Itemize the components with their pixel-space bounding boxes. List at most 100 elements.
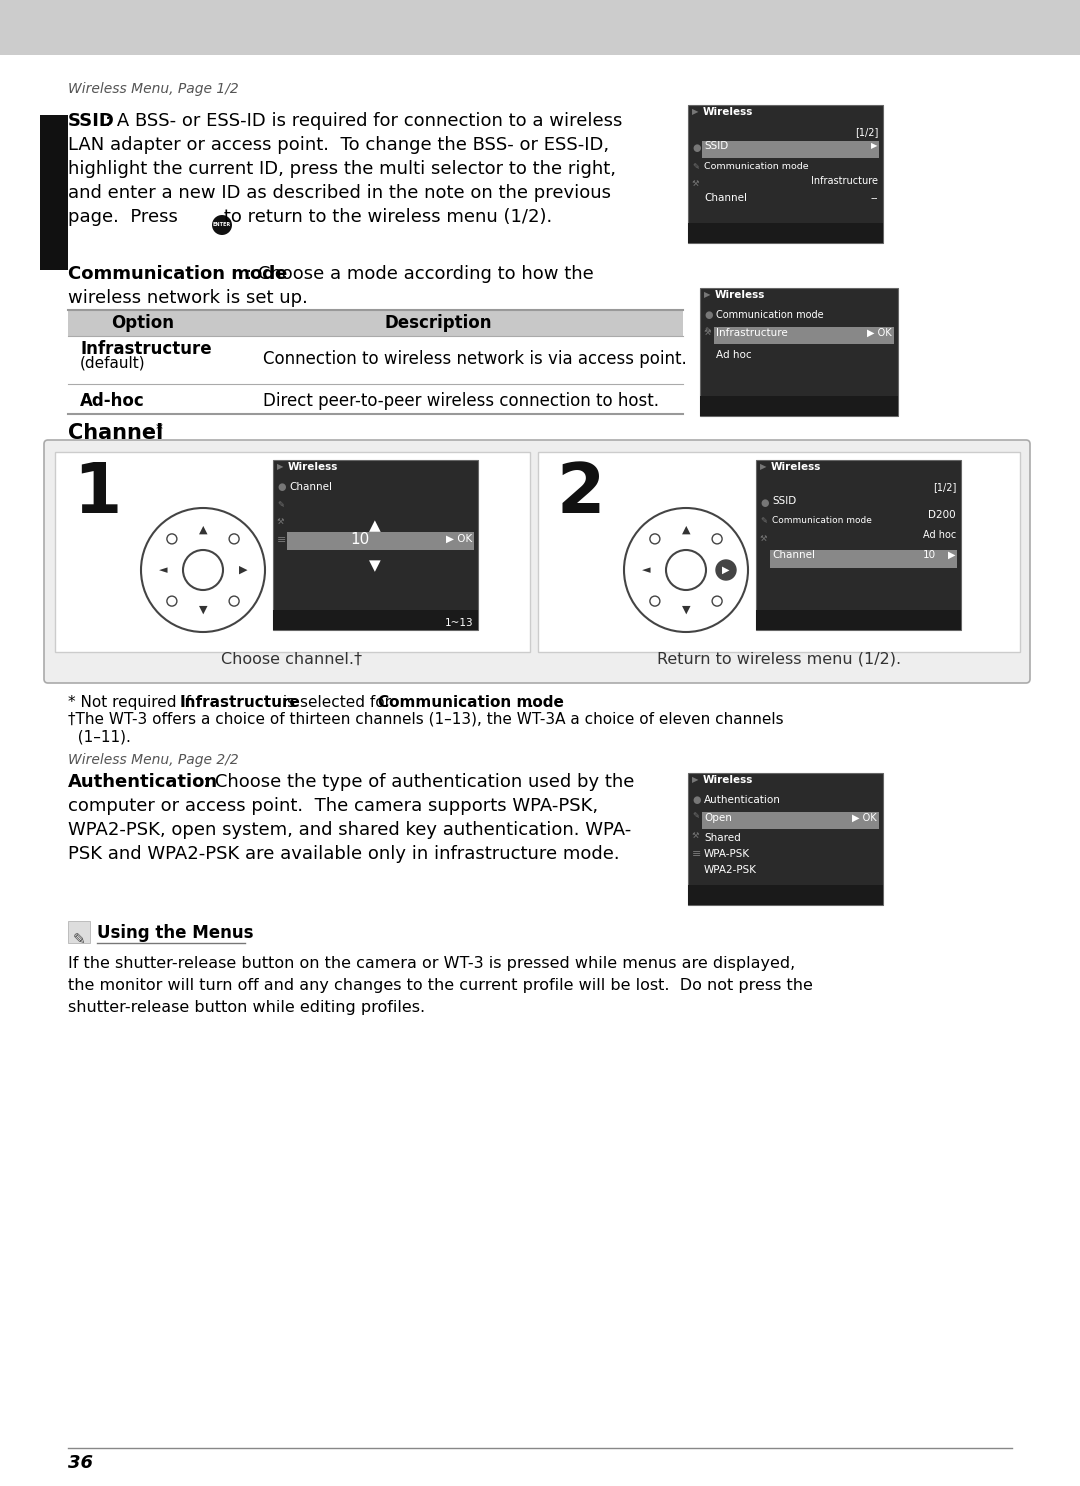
Text: ▶: ▶ (692, 776, 699, 785)
Text: Infrastructure: Infrastructure (716, 328, 787, 337)
Text: Ad-hoc: Ad-hoc (80, 392, 145, 410)
Text: ▲: ▲ (681, 525, 690, 535)
Text: ▲: ▲ (199, 525, 207, 535)
Bar (273, 461, 478, 630)
Text: SSID: SSID (68, 111, 114, 129)
Text: D200: D200 (929, 510, 956, 520)
Bar (714, 327, 894, 343)
Text: * Not required if: * Not required if (68, 695, 195, 710)
Circle shape (624, 508, 748, 632)
Text: ▶ OK: ▶ OK (867, 328, 892, 337)
Text: ●: ● (692, 795, 701, 805)
Text: LAN adapter or access point.  To change the BSS- or ESS-ID,: LAN adapter or access point. To change t… (68, 137, 609, 155)
Text: 10: 10 (923, 550, 936, 560)
Text: ▶: ▶ (704, 290, 711, 299)
Text: shutter-release button while editing profiles.: shutter-release button while editing pro… (68, 1000, 426, 1015)
Bar (55, 452, 530, 652)
Bar (0, 0, 1080, 55)
Text: Infrastructure: Infrastructure (180, 695, 301, 710)
Text: : A BSS- or ESS-ID is required for connection to a wireless: : A BSS- or ESS-ID is required for conne… (105, 111, 622, 129)
Circle shape (167, 596, 177, 606)
Text: Communication mode: Communication mode (378, 695, 564, 710)
Bar (688, 886, 883, 905)
Bar (700, 288, 897, 416)
Text: WPA2-PSK, open system, and shared key authentication. WPA-: WPA2-PSK, open system, and shared key au… (68, 820, 631, 840)
Text: ◄: ◄ (642, 565, 650, 575)
Text: ✎: ✎ (704, 325, 711, 334)
Circle shape (212, 215, 232, 235)
Circle shape (650, 596, 660, 606)
Text: [1/2]: [1/2] (933, 481, 956, 492)
Text: Direct peer-to-peer wireless connection to host.: Direct peer-to-peer wireless connection … (264, 392, 659, 410)
Circle shape (716, 560, 735, 580)
Text: Communication mode: Communication mode (68, 265, 287, 282)
Bar (688, 106, 883, 244)
Text: ▶: ▶ (947, 550, 955, 560)
Text: Return to wireless menu (1/2).: Return to wireless menu (1/2). (657, 652, 901, 667)
Text: WPA-PSK: WPA-PSK (704, 849, 751, 859)
Bar (273, 609, 478, 630)
Text: ●: ● (760, 498, 769, 508)
Text: .: . (528, 695, 532, 710)
Circle shape (229, 533, 239, 544)
Text: Ad hoc: Ad hoc (716, 351, 752, 360)
Text: ▲: ▲ (369, 519, 381, 533)
Text: Wireless: Wireless (703, 107, 754, 117)
Text: ▶: ▶ (870, 141, 877, 150)
Text: Option: Option (111, 314, 175, 331)
Text: and enter a new ID as described in the note on the previous: and enter a new ID as described in the n… (68, 184, 611, 202)
Text: SSID: SSID (704, 141, 728, 152)
Text: If the shutter-release button on the camera or WT-3 is pressed while menus are d: If the shutter-release button on the cam… (68, 955, 795, 970)
Text: --: -- (870, 193, 878, 204)
Text: Shared: Shared (704, 834, 741, 843)
Text: Infrastructure: Infrastructure (811, 175, 878, 186)
Text: SSID: SSID (772, 496, 796, 507)
Bar (287, 532, 474, 550)
Text: Wireless: Wireless (715, 290, 766, 300)
Text: Channel: Channel (68, 424, 163, 443)
Circle shape (183, 550, 222, 590)
Text: Connection to wireless network is via access point.: Connection to wireless network is via ac… (264, 351, 687, 369)
Text: (1–11).: (1–11). (68, 730, 131, 744)
Text: Wireless: Wireless (288, 462, 338, 473)
Circle shape (229, 596, 239, 606)
Bar (688, 223, 883, 244)
Text: Wireless Menu, Page 2/2: Wireless Menu, Page 2/2 (68, 753, 239, 767)
Circle shape (167, 533, 177, 544)
Text: ▼: ▼ (681, 605, 690, 615)
Text: ▼: ▼ (369, 559, 381, 574)
Text: ▶: ▶ (239, 565, 247, 575)
Text: ◄: ◄ (159, 565, 167, 575)
Text: wireless network is set up.: wireless network is set up. (68, 288, 308, 308)
Text: ▶: ▶ (276, 462, 283, 471)
Text: Wireless: Wireless (703, 776, 754, 785)
Bar (770, 550, 957, 568)
Text: ✎: ✎ (760, 516, 767, 525)
Circle shape (141, 508, 265, 632)
Text: ●: ● (704, 311, 713, 319)
Bar (40, 114, 68, 270)
Text: ✎: ✎ (692, 162, 699, 171)
Text: Channel: Channel (704, 193, 747, 204)
Text: †The WT-3 offers a choice of thirteen channels (1–13), the WT-3A a choice of ele: †The WT-3 offers a choice of thirteen ch… (68, 712, 784, 727)
Text: Communication mode: Communication mode (772, 516, 872, 525)
Text: 1~13: 1~13 (444, 618, 473, 629)
Bar (538, 452, 1020, 652)
Text: ●: ● (692, 143, 701, 153)
Text: Channel: Channel (772, 550, 815, 560)
Text: WPA2-PSK: WPA2-PSK (704, 865, 757, 875)
Text: Communication mode: Communication mode (716, 311, 824, 319)
Text: ▶ OK: ▶ OK (852, 813, 877, 823)
Text: Authentication: Authentication (68, 773, 218, 791)
Text: ≡: ≡ (692, 849, 701, 859)
Text: ⚒: ⚒ (692, 831, 700, 840)
Text: Communication mode: Communication mode (704, 162, 809, 171)
Bar (756, 461, 961, 630)
Text: ▶: ▶ (760, 462, 767, 471)
Text: ●: ● (276, 481, 285, 492)
Text: (default): (default) (80, 357, 146, 372)
Text: Description: Description (384, 314, 491, 331)
Text: Open: Open (704, 813, 732, 823)
Text: : Choose the type of authentication used by the: : Choose the type of authentication used… (203, 773, 634, 791)
Text: Choose channel.†: Choose channel.† (221, 652, 363, 667)
